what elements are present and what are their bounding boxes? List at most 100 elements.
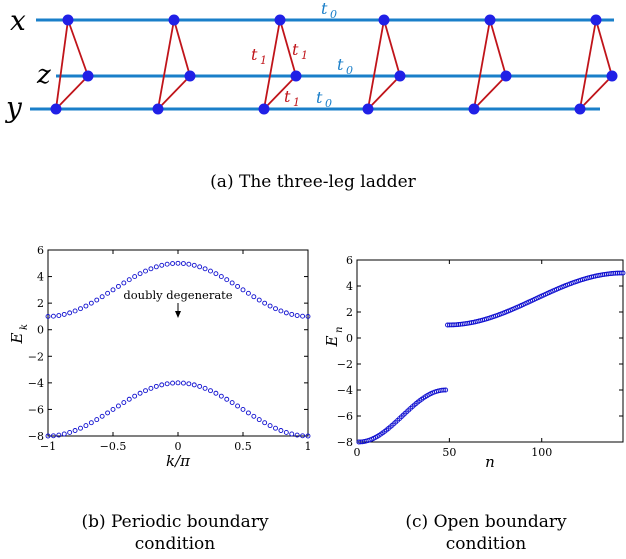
data-point-lower — [132, 393, 138, 399]
data-point-lower — [83, 423, 89, 429]
rung-xy-0 — [55, 19, 69, 110]
data-point-upper — [278, 308, 284, 314]
data-point-lower — [218, 393, 224, 399]
rung-xz-1 — [173, 19, 191, 77]
data-point-upper — [121, 280, 127, 286]
rung-xy-1 — [157, 19, 175, 110]
t1-label-left: t 1 — [251, 45, 267, 67]
rung-xy-4 — [473, 19, 491, 110]
rung-xy-2 — [263, 19, 281, 110]
data-point-lower — [202, 385, 208, 391]
data-point-upper — [191, 262, 197, 268]
rung-xz-0 — [67, 19, 89, 77]
site-y-2 — [258, 103, 270, 115]
data-point-lower — [186, 381, 192, 387]
data-point-lower — [256, 417, 262, 423]
b-ytick-label: −6 — [28, 403, 44, 416]
data-point-lower — [110, 406, 116, 412]
c-plot-frame — [356, 259, 624, 443]
data-point-lower — [45, 433, 51, 439]
b-ytick-label: 4 — [37, 271, 44, 284]
data-point-lower-branch — [441, 387, 447, 393]
data-point-upper — [283, 310, 289, 316]
data-point-lower — [267, 423, 273, 429]
t0-label-middle: t 0 — [337, 55, 353, 77]
data-point-upper — [56, 313, 62, 318]
rung-xz-2 — [279, 19, 297, 77]
data-point-lower — [208, 388, 213, 394]
data-point-upper — [245, 290, 251, 296]
svg-text:E: E — [8, 332, 26, 344]
data-point-lower — [67, 429, 73, 435]
c-ytick-label: −2 — [337, 358, 353, 371]
data-point-upper — [197, 264, 203, 270]
rung-xy-5 — [579, 19, 597, 110]
data-point-upper — [208, 268, 213, 274]
chart-open-boundary: 0 50 100 6 4 2 0 −2 −4 −6 −8 E n n — [323, 254, 626, 471]
svg-text:doubly degenerate: doubly degenerate — [123, 288, 232, 302]
data-point-lower — [300, 433, 306, 439]
b-ytick-label: 6 — [37, 244, 44, 257]
b-ytick-label: −8 — [28, 430, 44, 443]
data-point-lower — [78, 425, 83, 431]
data-point-lower — [148, 385, 154, 391]
data-point-upper — [235, 283, 241, 289]
data-point-lower — [213, 390, 219, 396]
b-xtick-label: 0 — [175, 440, 182, 453]
caption-panel-b-line1: (b) Periodic boundary — [81, 512, 269, 532]
data-point-upper — [83, 303, 89, 309]
data-point-upper — [78, 306, 83, 312]
leg-label-x: x — [10, 4, 26, 37]
data-point-upper-branch — [618, 270, 624, 276]
data-point-upper — [224, 277, 230, 283]
rung-yz-2 — [263, 75, 297, 110]
data-point-upper — [115, 283, 121, 289]
data-point-upper — [45, 313, 51, 319]
b-ytick-label: 2 — [37, 297, 44, 310]
data-point-upper — [164, 261, 170, 267]
svg-text:t: t — [321, 0, 328, 18]
site-x-2 — [274, 14, 286, 26]
site-y-4 — [468, 103, 480, 115]
data-point-lower — [191, 382, 197, 388]
data-point-lower — [245, 410, 251, 416]
c-xtick-label: 100 — [531, 446, 552, 459]
t0-label-top: t 0 — [321, 0, 337, 21]
data-point-lower — [273, 425, 278, 431]
data-point-upper — [159, 262, 165, 268]
site-x-3 — [378, 14, 390, 26]
data-point-lower — [180, 380, 186, 386]
site-x-1 — [168, 14, 180, 26]
data-point-upper — [72, 308, 78, 314]
c-ytick-label: −6 — [337, 410, 353, 423]
data-point-lower — [235, 403, 241, 409]
data-point-lower — [175, 380, 181, 386]
data-point-lower — [56, 432, 62, 438]
data-point-lower — [99, 413, 105, 419]
data-point-lower — [159, 382, 165, 388]
data-point-lower — [283, 429, 289, 435]
b-xtick-label: 1 — [305, 440, 312, 453]
rung-yz-1 — [157, 75, 191, 110]
data-point-upper — [143, 268, 148, 274]
c-ytick-label: −4 — [337, 384, 353, 397]
t0-label-bottom: t 0 — [316, 88, 332, 110]
svg-text:t: t — [284, 87, 291, 106]
chart-periodic-boundary: −1 −0.5 0 0.5 1 6 4 2 0 −2 −4 −6 −8 doubly degenerat… — [8, 244, 312, 470]
site-z-0 — [82, 70, 94, 82]
t1-label-right: t 1 — [292, 40, 308, 62]
data-point-lower — [164, 381, 170, 387]
c-xtick-label: 50 — [442, 446, 456, 459]
svg-text:0: 0 — [330, 8, 337, 21]
data-point-upper — [213, 271, 219, 277]
data-point-upper — [218, 274, 224, 280]
data-point-lower — [251, 413, 257, 419]
data-point-upper — [105, 290, 111, 296]
data-point-upper — [175, 260, 181, 266]
data-point-upper — [289, 311, 295, 317]
data-point-upper — [94, 297, 100, 303]
site-z-5 — [606, 70, 618, 82]
site-y-5 — [574, 103, 586, 115]
svg-text:t: t — [251, 45, 258, 64]
data-point-upper — [186, 261, 192, 267]
